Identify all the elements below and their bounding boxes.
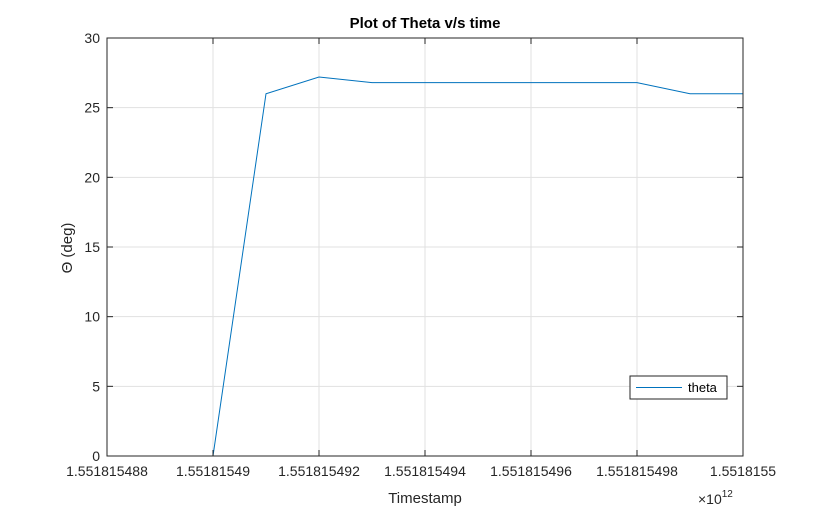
- y-axis-label: Θ (deg): [59, 223, 76, 274]
- x-tick-label: 1.551815494: [384, 463, 466, 479]
- y-tick-label: 15: [84, 239, 100, 255]
- y-tick-label: 25: [84, 100, 100, 116]
- y-tick-labels: 0 5 10 15 20 25 30: [84, 30, 100, 464]
- series-layer: [149, 76, 743, 457]
- x-axis-exponent-base: ×10: [698, 491, 722, 507]
- x-axis-label: Timestamp: [388, 490, 462, 507]
- tick-marks: [106, 37, 744, 457]
- y-tick-label: 0: [92, 448, 100, 464]
- x-tick-label: 1.55181549: [176, 463, 250, 479]
- x-tick-label: 1.551815496: [490, 463, 572, 479]
- y-tick-label: 30: [84, 30, 100, 46]
- series-line-theta: [149, 76, 743, 457]
- x-tick-label: 1.551815488: [66, 463, 148, 479]
- y-tick-label: 5: [92, 378, 100, 394]
- y-tick-label: 10: [84, 309, 100, 325]
- chart-title: Plot of Theta v/s time: [350, 15, 501, 32]
- legend[interactable]: theta: [629, 375, 728, 400]
- x-axis-exponent-power: 12: [722, 489, 734, 500]
- y-tick-label: 20: [84, 169, 100, 185]
- x-tick-label: 1.5518155: [710, 463, 776, 479]
- x-tick-label: 1.551815492: [278, 463, 360, 479]
- x-tick-labels: 1.551815488 1.55181549 1.551815492 1.551815…: [66, 463, 776, 479]
- legend-label-theta: theta: [688, 380, 718, 395]
- x-axis-exponent: ×1012: [698, 489, 733, 507]
- x-tick-label: 1.551815498: [596, 463, 678, 479]
